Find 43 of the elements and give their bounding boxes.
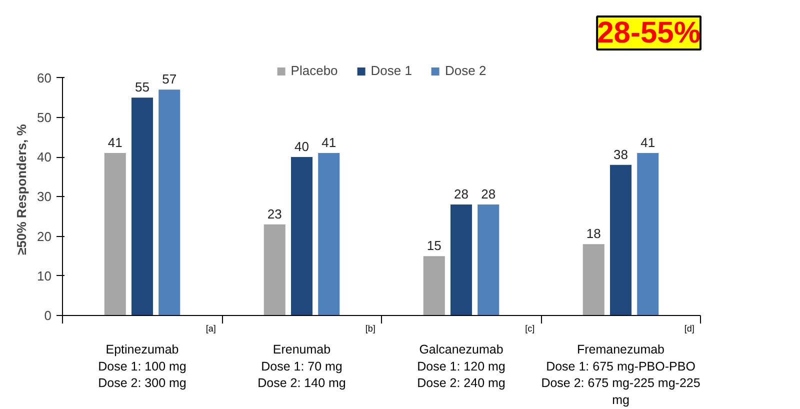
bar	[264, 224, 286, 316]
bar	[318, 153, 340, 316]
data-label: 40	[294, 139, 309, 154]
data-label: 41	[322, 135, 336, 150]
x-tick-label: Eptinezumab Dose 1: 100 mg Dose 2: 300 mg	[98, 342, 186, 390]
bar	[290, 157, 313, 316]
bar	[423, 256, 445, 316]
y-tick-label: 0	[44, 308, 52, 323]
legend-label: Dose 2	[444, 63, 486, 78]
x-tick-label: Galcanezumab Dose 1: 120 mg Dose 2: 240 mg	[417, 342, 506, 390]
bar	[478, 204, 500, 316]
legend-label: Placebo	[290, 63, 338, 78]
bar	[450, 204, 472, 316]
y-axis-title: ≥50% Responders, %	[14, 124, 30, 255]
bar	[610, 164, 632, 316]
legend-label: Dose 1	[370, 63, 412, 78]
bar	[131, 98, 154, 316]
data-label: 38	[614, 146, 628, 162]
y-tick-label: 30	[37, 189, 52, 204]
y-tick-label: 50	[37, 110, 52, 125]
y-tick-label: 60	[37, 70, 52, 86]
x-tick-label: Erenumab Dose 1: 70 mg Dose 2: 140 mg	[258, 342, 346, 390]
bar	[158, 90, 180, 316]
text: [b]	[365, 324, 376, 334]
data-label: 28	[454, 186, 468, 202]
data-label: 23	[267, 206, 282, 222]
bar	[582, 244, 604, 316]
data-label: 41	[108, 135, 122, 150]
text: [c]	[525, 324, 535, 334]
x-tick-label: Fremanezumab Dose 1: 675 mg-PBO-PBO Dose 2: 675 mg-225 mg-225 mg	[541, 342, 700, 407]
y-tick-label: 20	[37, 228, 52, 244]
data-label: 57	[162, 72, 177, 87]
data-label: 55	[135, 80, 150, 95]
bar	[104, 153, 126, 316]
data-label: 15	[426, 238, 442, 254]
y-tick-label: 40	[37, 150, 52, 165]
text: [d]	[684, 324, 694, 334]
bar	[637, 153, 659, 316]
data-label: 18	[586, 226, 601, 242]
text: [a]	[206, 324, 216, 334]
y-tick-label: 10	[37, 268, 52, 284]
data-label: 28	[481, 186, 496, 202]
data-label: 41	[640, 135, 656, 150]
